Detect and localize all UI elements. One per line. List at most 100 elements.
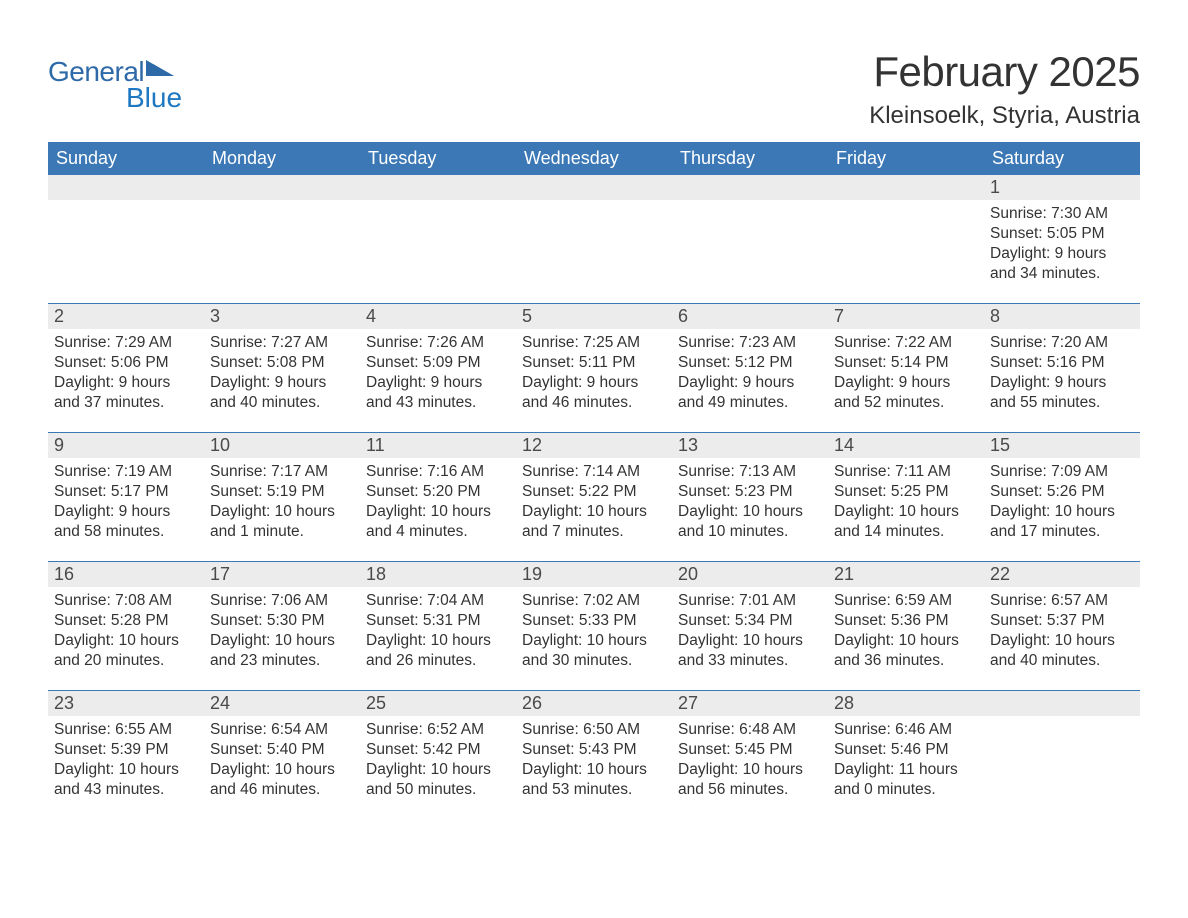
day-number-wrap: 20 — [672, 562, 828, 587]
day-number-wrap: . — [516, 175, 672, 200]
logo-text-blue: Blue — [126, 82, 182, 114]
day-cell: 5 Sunrise: 7:25 AMSunset: 5:11 PMDaylight… — [516, 304, 672, 432]
day-number-wrap: 1 — [984, 175, 1140, 200]
day-number: 2 — [54, 306, 64, 326]
day-number: 11 — [366, 435, 385, 455]
day-sunset: Sunset: 5:23 PM — [678, 482, 822, 502]
day-number: 13 — [678, 435, 698, 455]
day-daylight2: and 37 minutes. — [54, 393, 198, 413]
day-sunrise: Sunrise: 6:52 AM — [366, 720, 510, 740]
day-body: Sunrise: 7:19 AMSunset: 5:17 PMDaylight:… — [48, 458, 204, 553]
day-daylight1: Daylight: 9 hours — [210, 373, 354, 393]
day-number: 19 — [522, 564, 542, 584]
day-daylight2: and 52 minutes. — [834, 393, 978, 413]
week-row: ......1Sunrise: 7:30 AMSunset: 5:05 PMDa… — [48, 175, 1140, 303]
day-number-wrap: 23 — [48, 691, 204, 716]
day-sunset: Sunset: 5:46 PM — [834, 740, 978, 760]
day-body: Sunrise: 7:08 AMSunset: 5:28 PMDaylight:… — [48, 587, 204, 682]
day-daylight2: and 33 minutes. — [678, 651, 822, 671]
day-cell: 11Sunrise: 7:16 AMSunset: 5:20 PMDayligh… — [360, 433, 516, 561]
day-cell: 18Sunrise: 7:04 AMSunset: 5:31 PMDayligh… — [360, 562, 516, 690]
calendar: Sunday Monday Tuesday Wednesday Thursday… — [48, 142, 1140, 819]
day-cell: 9Sunrise: 7:19 AMSunset: 5:17 PMDaylight… — [48, 433, 204, 561]
day-number: 4 — [366, 306, 376, 326]
day-daylight1: Daylight: 9 hours — [366, 373, 510, 393]
day-sunset: Sunset: 5:42 PM — [366, 740, 510, 760]
day-number-wrap: 24 — [204, 691, 360, 716]
headings: February 2025 Kleinsoelk, Styria, Austri… — [869, 48, 1140, 130]
day-daylight2: and 49 minutes. — [678, 393, 822, 413]
day-daylight1: Daylight: 10 hours — [522, 631, 666, 651]
day-daylight2: and 56 minutes. — [678, 780, 822, 800]
day-sunrise: Sunrise: 6:59 AM — [834, 591, 978, 611]
day-daylight1: Daylight: 10 hours — [834, 502, 978, 522]
day-cell: 28Sunrise: 6:46 AMSunset: 5:46 PMDayligh… — [828, 691, 984, 819]
day-body — [48, 200, 204, 214]
day-cell: 27Sunrise: 6:48 AMSunset: 5:45 PMDayligh… — [672, 691, 828, 819]
day-daylight1: Daylight: 10 hours — [990, 502, 1134, 522]
day-cell: 24Sunrise: 6:54 AMSunset: 5:40 PMDayligh… — [204, 691, 360, 819]
day-body: Sunrise: 7:25 AMSunset: 5:11 PMDaylight:… — [516, 329, 672, 424]
day-number: 21 — [834, 564, 854, 584]
day-daylight2: and 46 minutes. — [522, 393, 666, 413]
day-sunrise: Sunrise: 7:16 AM — [366, 462, 510, 482]
day-daylight2: and 23 minutes. — [210, 651, 354, 671]
day-cell: 13Sunrise: 7:13 AMSunset: 5:23 PMDayligh… — [672, 433, 828, 561]
day-sunrise: Sunrise: 6:46 AM — [834, 720, 978, 740]
day-cell: . — [516, 175, 672, 303]
day-cell: 3Sunrise: 7:27 AMSunset: 5:08 PMDaylight… — [204, 304, 360, 432]
day-daylight1: Daylight: 10 hours — [522, 760, 666, 780]
day-sunset: Sunset: 5:09 PM — [366, 353, 510, 373]
day-body — [360, 200, 516, 214]
week-row: 16Sunrise: 7:08 AMSunset: 5:28 PMDayligh… — [48, 561, 1140, 690]
day-daylight2: and 20 minutes. — [54, 651, 198, 671]
day-sunset: Sunset: 5:17 PM — [54, 482, 198, 502]
day-number: 6 — [678, 306, 688, 326]
day-cell: . — [984, 691, 1140, 819]
dow-tuesday: Tuesday — [360, 142, 516, 175]
day-daylight1: Daylight: 11 hours — [834, 760, 978, 780]
day-cell: . — [204, 175, 360, 303]
day-daylight1: Daylight: 10 hours — [210, 631, 354, 651]
day-number: 12 — [522, 435, 542, 455]
day-sunrise: Sunrise: 7:29 AM — [54, 333, 198, 353]
day-body: Sunrise: 7:20 AMSunset: 5:16 PMDaylight:… — [984, 329, 1140, 424]
day-daylight2: and 50 minutes. — [366, 780, 510, 800]
day-sunset: Sunset: 5:43 PM — [522, 740, 666, 760]
day-number-wrap: 18 — [360, 562, 516, 587]
day-body: Sunrise: 6:59 AMSunset: 5:36 PMDaylight:… — [828, 587, 984, 682]
day-sunset: Sunset: 5:33 PM — [522, 611, 666, 631]
day-cell: . — [360, 175, 516, 303]
day-body: Sunrise: 6:50 AMSunset: 5:43 PMDaylight:… — [516, 716, 672, 811]
day-number-wrap: . — [672, 175, 828, 200]
day-body: Sunrise: 7:26 AMSunset: 5:09 PMDaylight:… — [360, 329, 516, 424]
day-number-wrap: 13 — [672, 433, 828, 458]
day-sunset: Sunset: 5:14 PM — [834, 353, 978, 373]
day-number: 14 — [834, 435, 854, 455]
day-number-wrap: 8 — [984, 304, 1140, 329]
day-number: 5 — [522, 306, 532, 326]
day-cell: . — [48, 175, 204, 303]
day-cell: 22Sunrise: 6:57 AMSunset: 5:37 PMDayligh… — [984, 562, 1140, 690]
day-sunset: Sunset: 5:31 PM — [366, 611, 510, 631]
day-cell: 21 Sunrise: 6:59 AMSunset: 5:36 PMDayligh… — [828, 562, 984, 690]
day-cell: . — [828, 175, 984, 303]
day-cell: 7Sunrise: 7:22 AMSunset: 5:14 PMDaylight… — [828, 304, 984, 432]
day-cell: 19Sunrise: 7:02 AMSunset: 5:33 PMDayligh… — [516, 562, 672, 690]
day-sunrise: Sunrise: 7:06 AM — [210, 591, 354, 611]
day-cell: 23Sunrise: 6:55 AMSunset: 5:39 PMDayligh… — [48, 691, 204, 819]
day-daylight2: and 14 minutes. — [834, 522, 978, 542]
day-cell: 20Sunrise: 7:01 AMSunset: 5:34 PMDayligh… — [672, 562, 828, 690]
day-body: Sunrise: 6:46 AMSunset: 5:46 PMDaylight:… — [828, 716, 984, 811]
day-sunrise: Sunrise: 6:54 AM — [210, 720, 354, 740]
day-body — [204, 200, 360, 214]
day-sunrise: Sunrise: 7:20 AM — [990, 333, 1134, 353]
day-sunset: Sunset: 5:08 PM — [210, 353, 354, 373]
day-sunset: Sunset: 5:28 PM — [54, 611, 198, 631]
day-daylight2: and 58 minutes. — [54, 522, 198, 542]
day-cell: 2Sunrise: 7:29 AMSunset: 5:06 PMDaylight… — [48, 304, 204, 432]
day-cell: 12Sunrise: 7:14 AMSunset: 5:22 PMDayligh… — [516, 433, 672, 561]
day-body: Sunrise: 7:06 AMSunset: 5:30 PMDaylight:… — [204, 587, 360, 682]
day-cell: 4 Sunrise: 7:26 AMSunset: 5:09 PMDaylight… — [360, 304, 516, 432]
location: Kleinsoelk, Styria, Austria — [869, 102, 1140, 130]
